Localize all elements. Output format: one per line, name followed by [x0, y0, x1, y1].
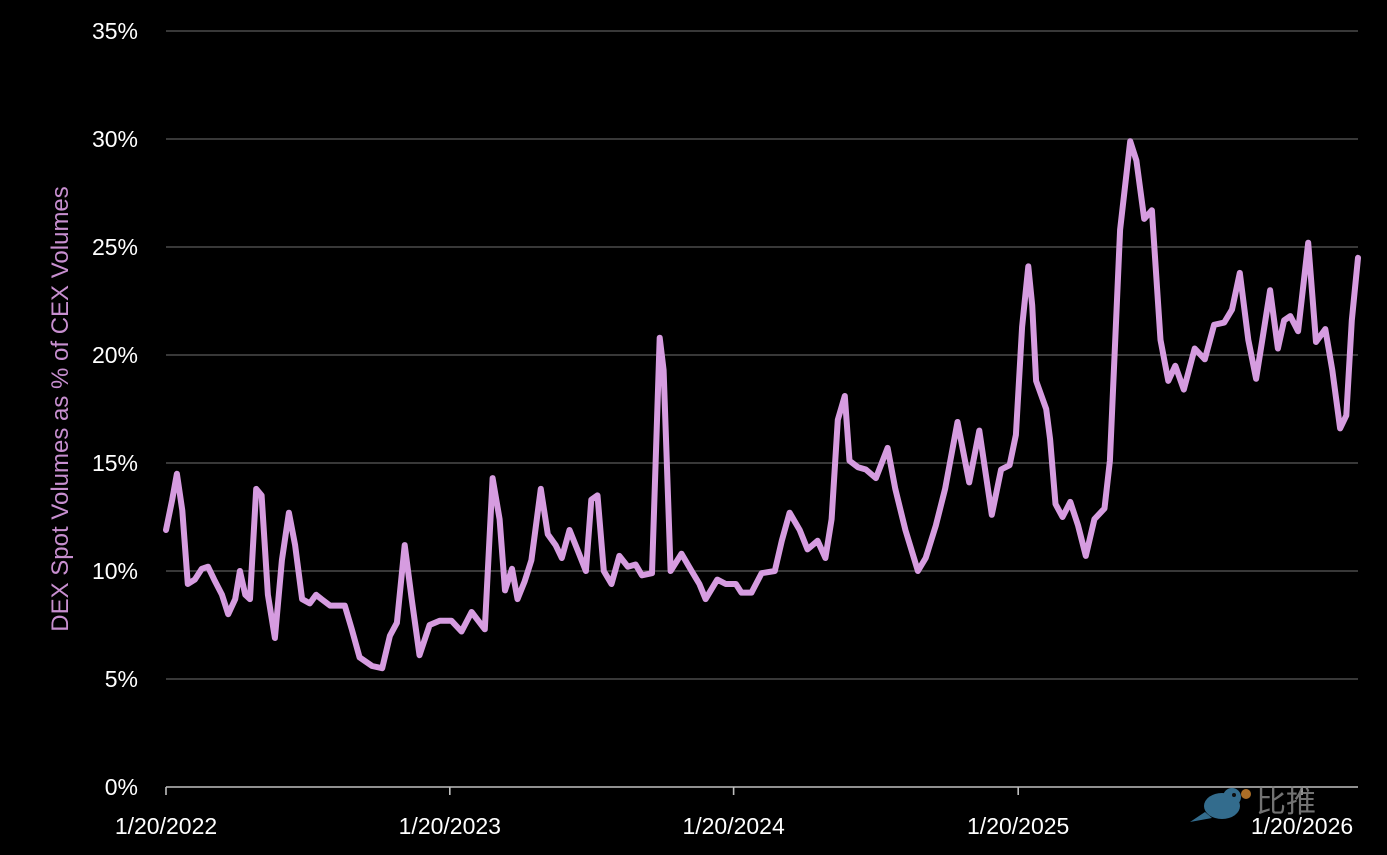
x-axis: 1/20/2022 1/20/2023 1/20/2024 1/20/2025 1/20… [115, 786, 1358, 839]
y-tick-label: 35% [92, 18, 138, 44]
watermark-logo: 比推 [1190, 785, 1316, 822]
x-tick-label: 1/20/2026 [1251, 813, 1353, 839]
watermark-text: 比推 [1256, 785, 1316, 820]
y-axis-label: DEX Spot Volumes as % of CEX Volumes [47, 186, 74, 632]
y-tick-label: 20% [92, 342, 138, 368]
y-tick-label: 15% [92, 450, 138, 476]
y-tick-label: 25% [92, 234, 138, 260]
y-axis-ticks: 0% 5% 10% 15% 20% 25% 30% 35% [92, 18, 138, 800]
y-tick-label: 30% [92, 126, 138, 152]
series-line [163, 138, 1361, 672]
y-tick-label: 0% [105, 774, 138, 800]
x-tick-label: 1/20/2023 [399, 813, 501, 839]
x-tick-label: 1/20/2024 [682, 813, 785, 839]
x-tick-label: 1/20/2025 [967, 813, 1069, 839]
x-tick-label: 1/20/2022 [115, 813, 217, 839]
gridlines [166, 30, 1358, 680]
y-tick-label: 10% [92, 558, 138, 584]
bird-icon [1190, 788, 1251, 822]
y-tick-label: 5% [105, 666, 138, 692]
